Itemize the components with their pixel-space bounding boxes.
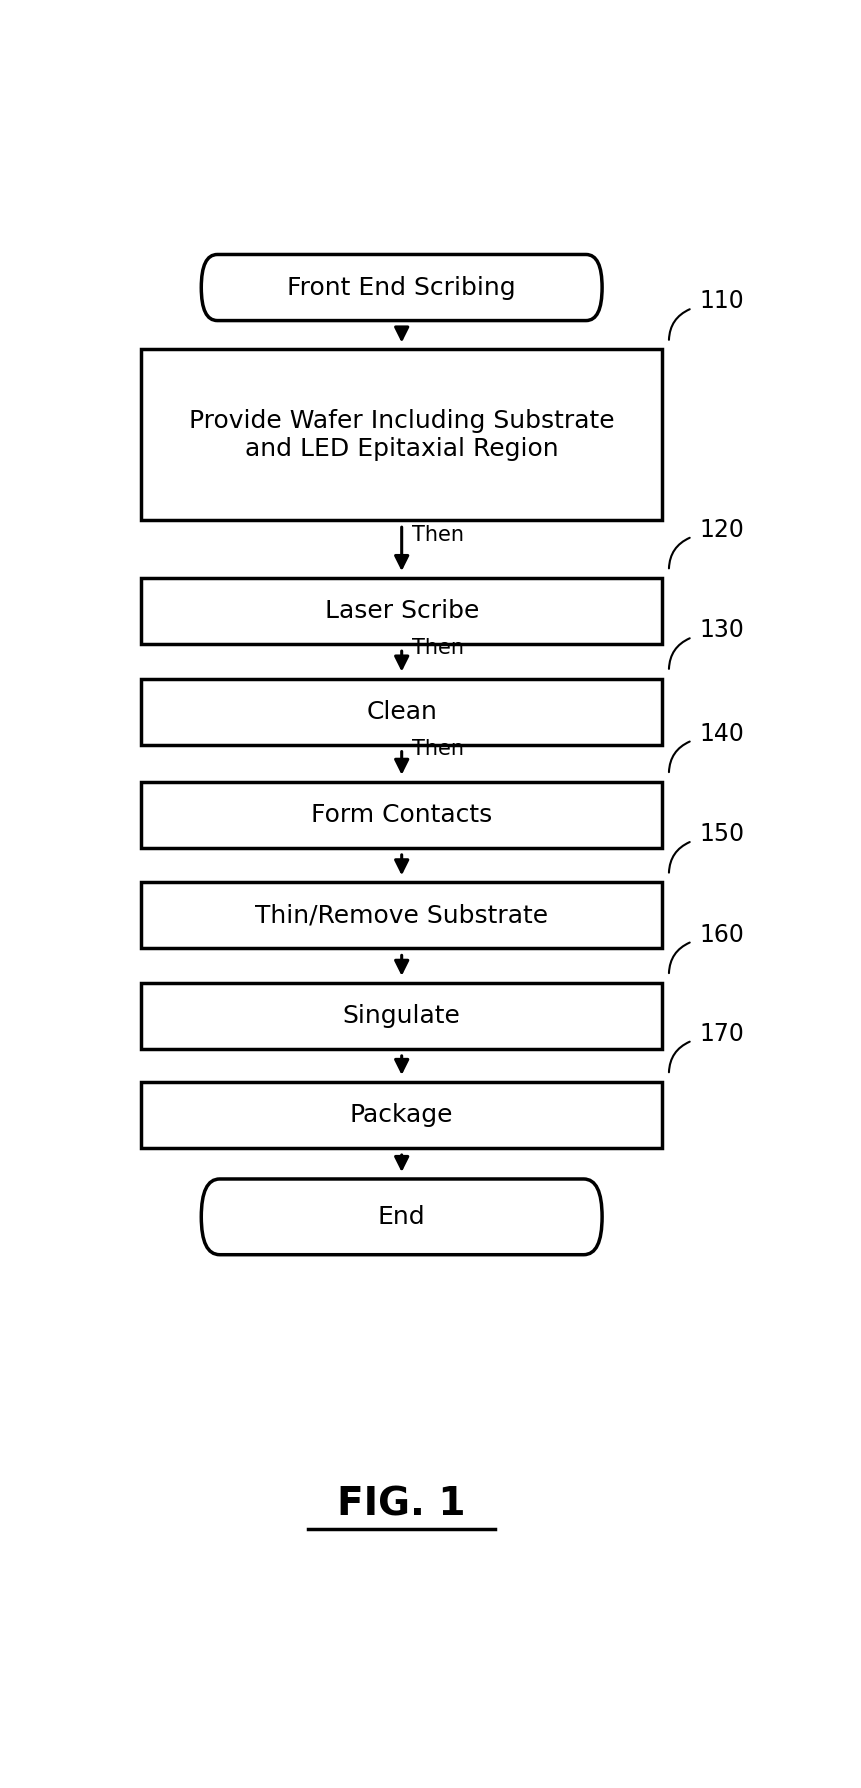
- Text: Package: Package: [350, 1103, 453, 1126]
- Text: 160: 160: [698, 923, 743, 946]
- Text: 150: 150: [698, 822, 743, 846]
- Text: Front End Scribing: Front End Scribing: [287, 275, 516, 300]
- Text: Clean: Clean: [366, 699, 437, 724]
- Text: Provide Wafer Including Substrate
and LED Epitaxial Region: Provide Wafer Including Substrate and LE…: [189, 409, 614, 461]
- Text: Then: Then: [412, 638, 463, 658]
- Text: 140: 140: [698, 722, 743, 746]
- Bar: [141, 578, 661, 644]
- Bar: [141, 349, 661, 520]
- Text: 110: 110: [698, 290, 743, 313]
- Text: Then: Then: [412, 740, 463, 760]
- Text: Then: Then: [412, 526, 463, 545]
- Text: Thin/Remove Substrate: Thin/Remove Substrate: [255, 903, 548, 928]
- Text: 170: 170: [698, 1021, 743, 1046]
- Bar: [141, 1082, 661, 1148]
- Text: FIG. 1: FIG. 1: [337, 1486, 466, 1523]
- Bar: [141, 983, 661, 1050]
- Text: 120: 120: [698, 519, 743, 542]
- Bar: [141, 881, 661, 948]
- FancyBboxPatch shape: [201, 1178, 602, 1255]
- Bar: [141, 781, 661, 848]
- Bar: [141, 678, 661, 744]
- Text: Form Contacts: Form Contacts: [311, 803, 492, 826]
- Text: Laser Scribe: Laser Scribe: [324, 599, 479, 622]
- FancyBboxPatch shape: [201, 254, 602, 320]
- Text: 130: 130: [698, 619, 743, 642]
- Text: End: End: [377, 1205, 425, 1228]
- Text: Singulate: Singulate: [343, 1003, 460, 1028]
